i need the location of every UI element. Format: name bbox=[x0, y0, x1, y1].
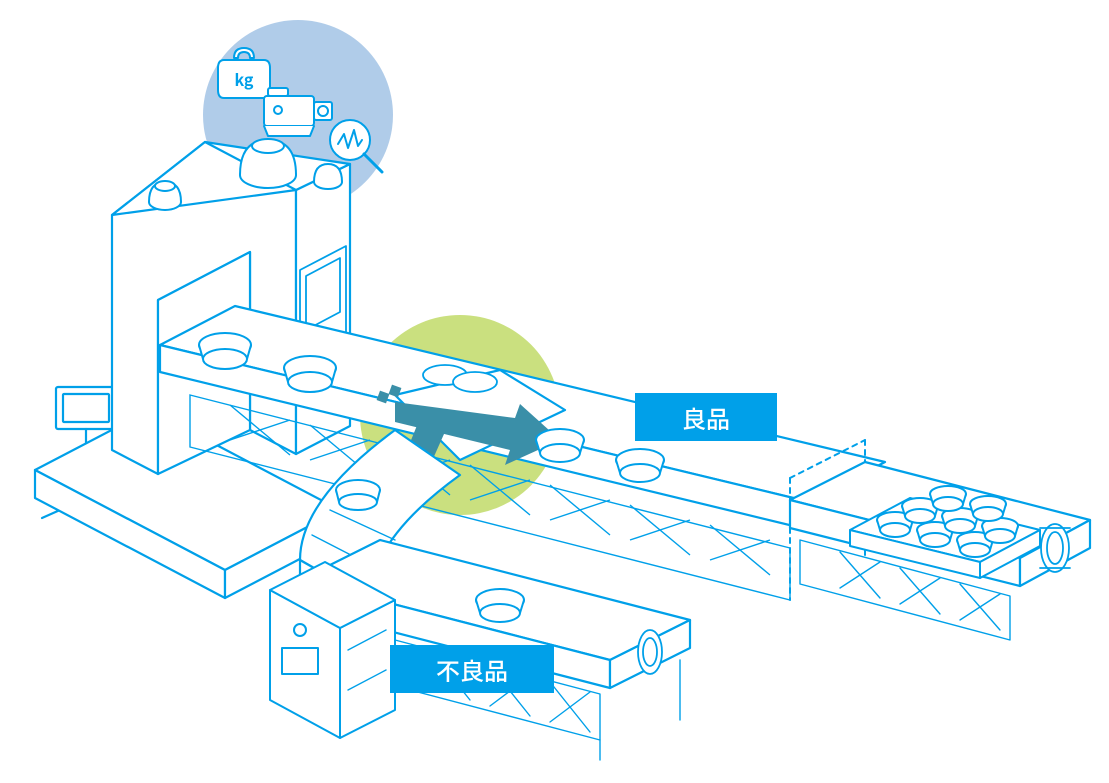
defect-product-label: 不良品 bbox=[390, 645, 554, 693]
pallet-area bbox=[790, 462, 1090, 640]
kg-label: kg bbox=[235, 67, 254, 91]
good-product-label: 良品 bbox=[635, 393, 777, 441]
diagram-svg: kg bbox=[0, 0, 1109, 783]
